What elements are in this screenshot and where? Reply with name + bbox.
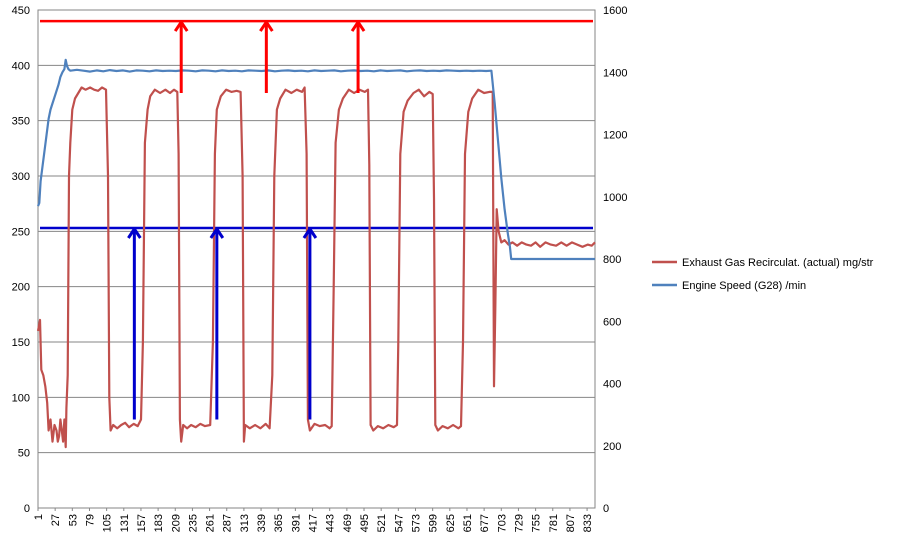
series-lines	[36, 58, 596, 449]
arrowhead	[302, 227, 318, 239]
left-tick-label: 50	[18, 448, 30, 460]
right-tick-label: 400	[603, 379, 621, 391]
x-tick-label: 183	[153, 514, 165, 532]
right-tick-label: 1600	[603, 5, 627, 17]
x-tick-label: 573	[410, 514, 422, 532]
x-tick-label: 1	[33, 514, 45, 520]
right-tick-label: 200	[603, 441, 621, 453]
x-tick-label: 313	[239, 514, 251, 532]
x-tick-label: 105	[102, 514, 114, 532]
right-tick-label: 1400	[603, 67, 627, 79]
left-tick-label: 150	[12, 337, 30, 349]
engine-speed-series-line	[36, 58, 595, 261]
arrowhead	[350, 20, 366, 32]
left-tick-label: 400	[12, 60, 30, 72]
arrowhead	[127, 227, 142, 239]
reference-lines	[40, 19, 593, 230]
annotation-arrow	[173, 20, 189, 93]
legend-entry-label: Exhaust Gas Recirculat. (actual) mg/str	[682, 257, 874, 269]
annotation-arrow	[259, 20, 274, 93]
right-tick-label: 600	[603, 316, 621, 328]
egr-series-line	[36, 86, 596, 449]
right-tick-label: 0	[603, 503, 609, 515]
arrowhead	[173, 20, 189, 32]
left-tick-label: 350	[12, 116, 30, 128]
x-tick-label: 729	[513, 514, 525, 532]
x-tick-label: 625	[445, 514, 457, 532]
left-tick-label: 200	[12, 282, 30, 294]
arrowhead	[209, 227, 225, 239]
x-tick-label: 599	[428, 514, 440, 532]
x-tick-label: 339	[256, 514, 268, 532]
left-tick-label: 100	[12, 392, 30, 404]
left-tick-label: 450	[12, 5, 30, 17]
x-tick-label: 547	[393, 514, 405, 532]
x-tick-label: 209	[170, 514, 182, 532]
x-tick-label: 365	[273, 514, 285, 532]
x-tick-label: 53	[67, 514, 79, 526]
x-tick-label: 833	[582, 514, 594, 532]
right-axis-ticks: 0 200 400 600 800 1000 1200 1400 1600	[603, 5, 627, 515]
left-axis-ticks: 0 50 100 150 200 250 300 350 400 450	[12, 5, 30, 515]
x-tick-label: 235	[187, 514, 199, 532]
x-tick-label: 391	[290, 514, 302, 532]
right-tick-label: 1200	[603, 130, 627, 142]
x-tick-label: 79	[84, 514, 96, 526]
x-tick-label: 287	[222, 514, 234, 532]
annotation-arrows	[127, 20, 366, 420]
x-tick-label: 157	[136, 514, 148, 532]
x-tick-label: 417	[308, 514, 320, 532]
left-tick-label: 300	[12, 171, 30, 183]
left-tick-label: 0	[24, 503, 30, 515]
right-tick-label: 1000	[603, 192, 627, 204]
right-tick-label: 800	[603, 254, 621, 266]
annotation-arrow	[302, 227, 318, 420]
arrowhead	[259, 20, 274, 32]
left-tick-label: 250	[12, 226, 30, 238]
x-tick-label: 495	[359, 514, 371, 532]
x-tick-label: 677	[479, 514, 491, 532]
x-tick-label: 521	[376, 514, 388, 532]
annotation-arrow	[127, 227, 142, 420]
x-tick-label: 261	[205, 514, 217, 532]
legend-entry-label: Engine Speed (G28) /min	[682, 280, 806, 292]
x-tick-label: 469	[342, 514, 354, 532]
x-tick-label: 443	[325, 514, 337, 532]
x-tick-label: 27	[50, 514, 62, 526]
x-tick-label: 807	[565, 514, 577, 532]
x-tick-label: 131	[119, 514, 131, 532]
legend: Exhaust Gas Recirculat. (actual) mg/str E…	[652, 257, 874, 292]
x-tick-label: 651	[462, 514, 474, 532]
x-tick-label: 755	[531, 514, 543, 532]
x-tick-label: 703	[496, 514, 508, 532]
x-axis-ticks: 1 27 53 79 105 131 157 183 209 235 261 287 313 339 365…	[33, 508, 594, 532]
annotation-arrow	[350, 20, 366, 93]
x-tick-label: 781	[548, 514, 560, 532]
annotation-arrow	[209, 227, 225, 420]
